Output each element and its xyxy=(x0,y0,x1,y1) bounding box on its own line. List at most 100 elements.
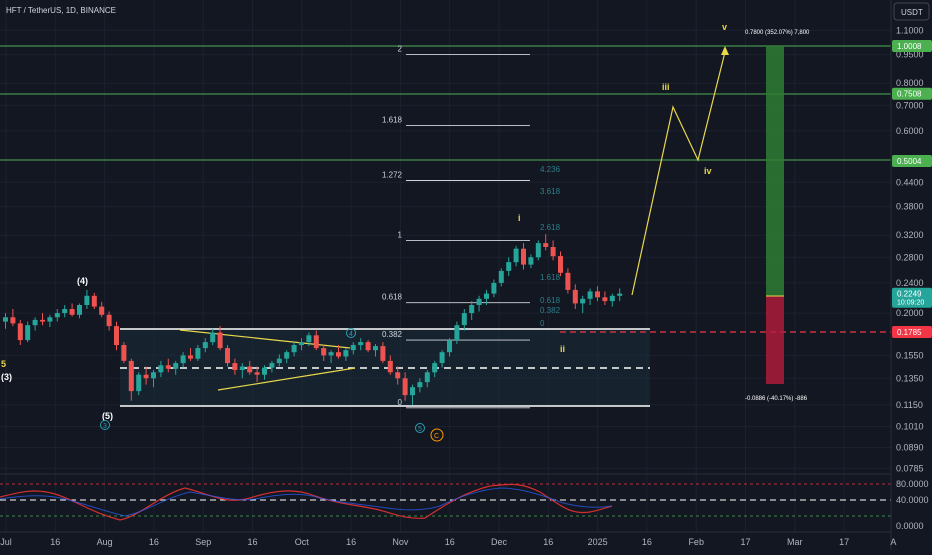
triangle-upper-line[interactable] xyxy=(179,329,351,349)
candle-body[interactable] xyxy=(469,305,475,314)
candle-body[interactable] xyxy=(114,326,119,346)
candle-body[interactable] xyxy=(143,374,149,379)
candle-body[interactable] xyxy=(210,332,216,343)
candle-body[interactable] xyxy=(336,352,341,357)
candle-body[interactable] xyxy=(380,346,386,361)
candle-body[interactable] xyxy=(321,348,327,356)
candle-body[interactable] xyxy=(17,323,23,341)
candle-body[interactable] xyxy=(609,295,615,302)
candle-body[interactable] xyxy=(269,363,275,368)
projection-path[interactable] xyxy=(631,51,726,296)
candle-body[interactable] xyxy=(291,345,297,353)
candle-body[interactable] xyxy=(617,293,623,296)
candle-body[interactable] xyxy=(476,298,482,305)
candle-body[interactable] xyxy=(417,382,423,388)
candlestick-series[interactable] xyxy=(3,234,623,405)
candle-body[interactable] xyxy=(239,366,245,371)
candle-body[interactable] xyxy=(447,340,452,353)
candle-body[interactable] xyxy=(602,297,608,302)
candle-body[interactable] xyxy=(432,363,438,373)
candle-body[interactable] xyxy=(461,313,467,326)
candle-body[interactable] xyxy=(91,295,97,307)
symbol-title[interactable]: HFT / TetherUS, 1D, BINANCE xyxy=(6,6,116,15)
candle-body[interactable] xyxy=(454,325,460,341)
candle-body[interactable] xyxy=(402,378,408,396)
candle-body[interactable] xyxy=(99,306,105,315)
candle-body[interactable] xyxy=(195,348,201,359)
candle-body[interactable] xyxy=(84,295,90,305)
candle-body[interactable] xyxy=(580,298,586,304)
candle-body[interactable] xyxy=(350,345,356,351)
candle-body[interactable] xyxy=(587,291,593,299)
price-badge[interactable] xyxy=(892,40,932,52)
candle-body[interactable] xyxy=(69,309,75,315)
price-badge[interactable] xyxy=(892,155,932,167)
candle-body[interactable] xyxy=(313,335,319,349)
candle-body[interactable] xyxy=(535,243,541,258)
candle-body[interactable] xyxy=(173,363,179,369)
candle-body[interactable] xyxy=(365,342,371,351)
candle-body[interactable] xyxy=(498,270,504,283)
candle-body[interactable] xyxy=(558,256,563,273)
candle-body[interactable] xyxy=(521,248,526,265)
candle-body[interactable] xyxy=(225,348,230,364)
candle-body[interactable] xyxy=(373,346,378,351)
candle-body[interactable] xyxy=(151,372,156,379)
price-badge[interactable] xyxy=(892,87,932,100)
candle-body[interactable] xyxy=(121,345,127,361)
candle-body[interactable] xyxy=(32,319,38,326)
candle-body[interactable] xyxy=(595,291,600,298)
candle-body[interactable] xyxy=(62,309,68,314)
candle-body[interactable] xyxy=(40,319,45,322)
candle-body[interactable] xyxy=(343,350,349,357)
candle-body[interactable] xyxy=(54,313,60,318)
candle-body[interactable] xyxy=(136,374,142,392)
candle-body[interactable] xyxy=(358,342,364,346)
candle-body[interactable] xyxy=(77,305,82,315)
candle-body[interactable] xyxy=(395,372,401,379)
price-badge[interactable] xyxy=(892,326,932,338)
candle-body[interactable] xyxy=(254,372,260,375)
candle-body[interactable] xyxy=(439,352,445,363)
price-badge[interactable] xyxy=(892,287,932,308)
candle-body[interactable] xyxy=(158,365,164,373)
triangle-lower-line[interactable] xyxy=(217,367,356,391)
currency-button[interactable] xyxy=(893,2,930,21)
candle-body[interactable] xyxy=(25,325,31,341)
candle-body[interactable] xyxy=(276,358,282,364)
candle-body[interactable] xyxy=(506,262,512,271)
position-target-zone[interactable] xyxy=(766,46,784,296)
candle-body[interactable] xyxy=(217,332,223,349)
candle-body[interactable] xyxy=(284,352,290,359)
candle-body[interactable] xyxy=(513,248,519,263)
candle-body[interactable] xyxy=(550,247,556,257)
oscillator-panel[interactable] xyxy=(0,473,891,521)
candle-body[interactable] xyxy=(106,314,112,327)
candle-body[interactable] xyxy=(165,365,171,369)
candle-body[interactable] xyxy=(410,387,415,396)
candle-body[interactable] xyxy=(572,289,578,304)
candle-body[interactable] xyxy=(202,342,208,349)
fib-extension[interactable]: 2 1.618 1.272 1 0.618 0.382 0 xyxy=(382,45,530,409)
candle-body[interactable] xyxy=(484,293,489,299)
candle-body[interactable] xyxy=(247,366,253,373)
candle-body[interactable] xyxy=(387,360,393,373)
candle-body[interactable] xyxy=(565,272,571,290)
candle-body[interactable] xyxy=(528,257,534,265)
candle-body[interactable] xyxy=(299,342,304,346)
candle-body[interactable] xyxy=(188,355,193,359)
candle-body[interactable] xyxy=(10,317,16,324)
position-stop-zone[interactable] xyxy=(766,296,784,384)
candle-body[interactable] xyxy=(3,317,8,322)
candle-body[interactable] xyxy=(543,243,549,247)
candle-body[interactable] xyxy=(424,372,430,383)
candle-body[interactable] xyxy=(491,282,497,294)
candle-body[interactable] xyxy=(128,360,134,392)
candle-body[interactable] xyxy=(232,363,238,370)
candle-body[interactable] xyxy=(47,317,53,322)
candle-body[interactable] xyxy=(180,355,186,364)
candle-body[interactable] xyxy=(306,335,312,343)
